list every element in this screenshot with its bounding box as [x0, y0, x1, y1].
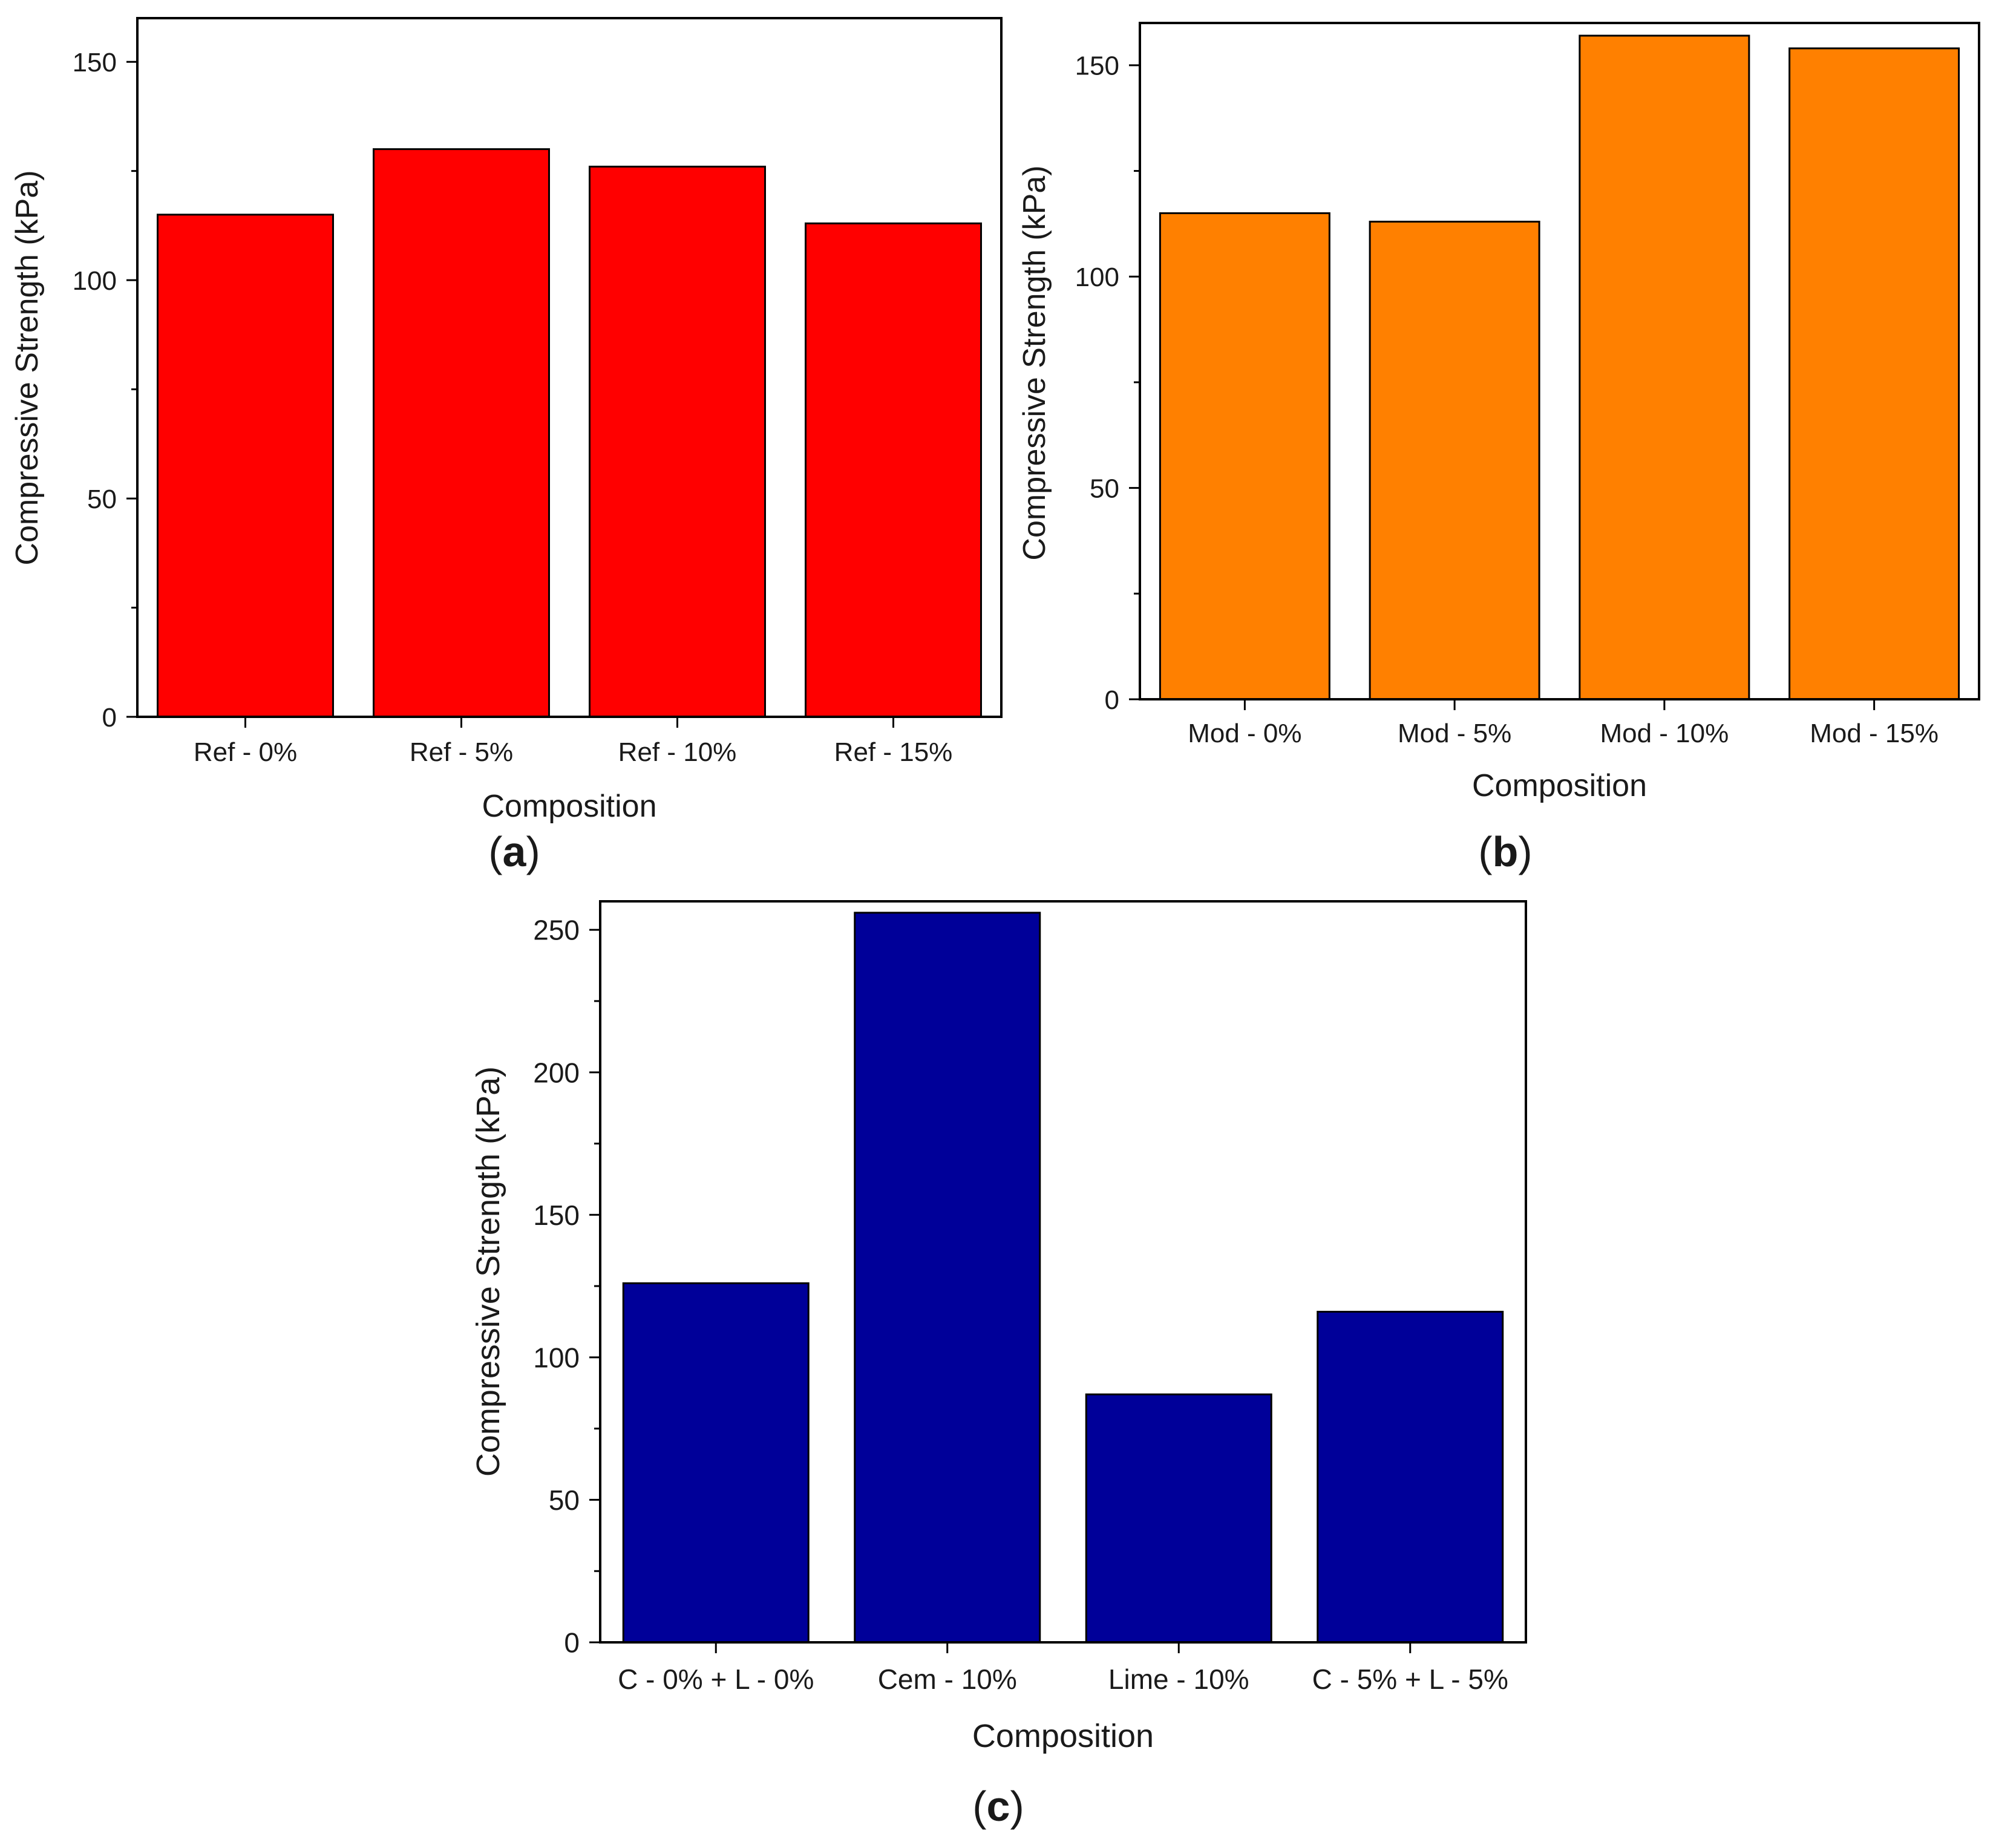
y-tick-label: 0	[102, 703, 117, 733]
x-tick-label: Ref - 0%	[194, 737, 297, 767]
panel-caption: (c)	[972, 1783, 1024, 1830]
x-tick-label: Mod - 15%	[1810, 719, 1939, 748]
chart-panel-c: 0 50 100 150 200 250 C - 0% + L - 0% Cem - 10% L…	[470, 900, 1527, 1830]
x-tick-label: Ref - 10%	[618, 737, 737, 767]
x-axis-title: Composition	[972, 1718, 1154, 1754]
bar-a-0	[157, 214, 334, 718]
y-tick-label: 150	[73, 48, 117, 77]
panel-caption: (a)	[488, 828, 540, 875]
x-tick-label: Ref - 15%	[834, 737, 953, 767]
bar-c-1	[854, 912, 1041, 1644]
panel-caption: (b)	[1478, 828, 1532, 875]
y-tick-label: 0	[564, 1627, 580, 1659]
x-tick-label: Cem - 10%	[878, 1664, 1017, 1695]
x-axis-title: Composition	[482, 789, 656, 824]
x-tick-label: C - 5% + L - 5%	[1312, 1664, 1508, 1695]
y-tick-label: 100	[73, 266, 117, 296]
bar-c-2	[1085, 1393, 1272, 1644]
y-tick-label: 150	[1075, 51, 1119, 81]
y-tick-label: 50	[1090, 474, 1119, 503]
bar-c-0	[622, 1282, 810, 1644]
y-axis-title: Compressive Strength (kPa)	[470, 1066, 506, 1477]
y-tick-label: 50	[549, 1484, 580, 1516]
x-axis-title: Composition	[1472, 768, 1647, 803]
chart-panel-b: 0 50 100 150 Mod - 0% Mod - 5% Mod - 10% Mod - …	[1017, 22, 1980, 875]
x-tick-label: Mod - 10%	[1600, 719, 1729, 748]
x-tick-label: Lime - 10%	[1108, 1664, 1249, 1695]
y-tick-label: 250	[533, 915, 580, 946]
y-tick-label: 100	[533, 1342, 580, 1373]
x-tick-label: Mod - 5%	[1398, 719, 1511, 748]
y-axis-title: Compressive Strength (kPa)	[10, 170, 45, 565]
x-tick-label: Mod - 0%	[1188, 719, 1301, 748]
plot-frame	[1139, 22, 1980, 700]
bar-b-0	[1159, 212, 1330, 700]
bar-b-1	[1369, 220, 1540, 700]
bar-a-1	[373, 148, 550, 718]
x-tick-label: Ref - 5%	[410, 737, 513, 767]
y-tick-label: 50	[87, 485, 117, 514]
plot-frame	[599, 900, 1527, 1644]
chart-panel-a: 0 50 100 150 Ref - 0% Ref - 5% Ref - 10% Ref - …	[10, 17, 1003, 875]
x-tick-label: C - 0% + L - 0%	[618, 1664, 814, 1695]
y-tick-label: 0	[1105, 685, 1119, 715]
bar-a-2	[589, 165, 766, 718]
bar-b-2	[1579, 34, 1750, 700]
y-tick-label: 150	[533, 1200, 580, 1231]
bar-a-3	[805, 222, 982, 718]
bar-c-3	[1317, 1310, 1504, 1644]
y-tick-label: 200	[533, 1057, 580, 1088]
y-axis-title: Compressive Strength (kPa)	[1017, 165, 1052, 560]
plot-frame	[136, 17, 1003, 718]
bar-b-3	[1788, 47, 1960, 700]
y-tick-label: 100	[1075, 263, 1119, 292]
